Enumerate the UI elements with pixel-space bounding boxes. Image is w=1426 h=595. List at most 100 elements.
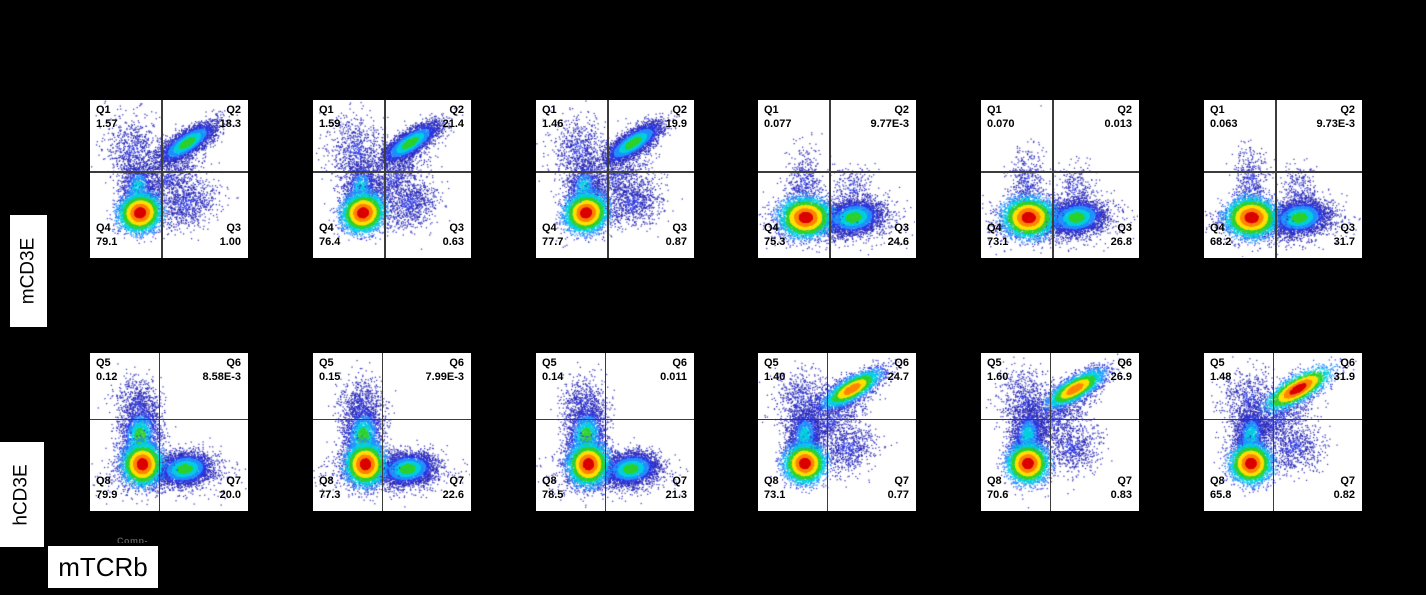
quadrant-stat-top-left: Q1 1.46 (542, 104, 563, 131)
quadrant-stat-top-right: Q2 9.77E-3 (870, 104, 909, 131)
quadrant-label: Q2 (672, 104, 687, 116)
quadrant-gate-horizontal-line (90, 418, 248, 421)
flow-panel: Q5 0.14 Q6 0.011 Q8 78.5 Q7 21.3 (535, 352, 695, 512)
quadrant-value: 1.40 (764, 370, 786, 383)
quadrant-value: 65.8 (1210, 488, 1232, 501)
quadrant-stat-top-left: Q5 0.14 (542, 357, 563, 384)
quadrant-stat-bottom-left: Q8 70.6 (987, 475, 1008, 502)
quadrant-stat-bottom-left: Q4 76.4 (319, 222, 340, 249)
quadrant-label: Q1 (764, 104, 779, 116)
quadrant-stat-bottom-right: Q7 22.6 (443, 475, 464, 502)
quadrant-value: 24.6 (887, 235, 909, 248)
quadrant-stat-bottom-right: Q3 26.8 (1111, 222, 1132, 249)
y-axis-label-box-top-row: mCD3E (10, 215, 47, 327)
quadrant-value: 26.9 (1110, 370, 1132, 383)
quadrant-label: Q8 (764, 475, 779, 487)
flow-panel: Q5 1.60 Q6 26.9 Q8 70.6 Q7 0.83 (980, 352, 1140, 512)
quadrant-label: Q3 (1340, 222, 1355, 234)
quadrant-stat-top-left: Q1 0.077 (764, 104, 792, 131)
density-plot-canvas (536, 353, 693, 510)
quadrant-value: 9.73E-3 (1316, 117, 1355, 130)
quadrant-stat-bottom-left: Q8 77.3 (319, 475, 340, 502)
quadrant-value: 77.3 (319, 488, 341, 501)
density-plot-canvas (758, 353, 915, 510)
quadrant-label: Q4 (319, 222, 334, 234)
quadrant-value: 79.9 (96, 488, 118, 501)
quadrant-value: 68.2 (1210, 235, 1232, 248)
quadrant-label: Q8 (1210, 475, 1225, 487)
quadrant-stat-top-right: Q2 19.9 (666, 104, 687, 131)
quadrant-gate-horizontal-line (90, 171, 248, 173)
quadrant-value: 0.14 (542, 370, 564, 383)
quadrant-value: 22.6 (442, 488, 464, 501)
flow-panel: Q1 1.46 Q2 19.9 Q4 77.7 Q3 0.87 (535, 99, 695, 259)
quadrant-value: 1.57 (96, 117, 118, 130)
quadrant-label: Q1 (96, 104, 111, 116)
quadrant-value: 0.011 (660, 370, 687, 383)
quadrant-gate-horizontal-line (981, 418, 1139, 421)
quadrant-value: 0.013 (1104, 117, 1132, 130)
quadrant-value: 9.77E-3 (870, 117, 909, 130)
quadrant-stat-bottom-left: Q8 73.1 (764, 475, 785, 502)
flow-panel: Q1 1.57 Q2 18.3 Q4 79.1 Q3 1.00 (89, 99, 249, 259)
quadrant-label: Q1 (319, 104, 334, 116)
quadrant-label: Q8 (319, 475, 334, 487)
quadrant-label: Q6 (226, 357, 241, 369)
quadrant-stat-bottom-right: Q3 0.63 (443, 222, 464, 249)
x-axis-label-box: mTCRb (48, 546, 158, 588)
quadrant-stat-top-left: Q1 1.59 (319, 104, 340, 131)
density-plot-canvas (313, 100, 470, 257)
quadrant-value: 0.63 (442, 235, 464, 248)
quadrant-label: Q8 (96, 475, 111, 487)
density-plot-canvas (981, 353, 1138, 510)
quadrant-stat-top-left: Q5 1.60 (987, 357, 1008, 384)
flow-panel: Q5 1.48 Q6 31.9 Q8 65.8 Q7 0.82 (1203, 352, 1363, 512)
quadrant-value: 8.58E-3 (202, 370, 241, 383)
quadrant-label: Q7 (449, 475, 464, 487)
quadrant-stat-bottom-left: Q4 75.3 (764, 222, 785, 249)
quadrant-value: 0.87 (665, 235, 687, 248)
y-axis-label-mcd3e: mCD3E (17, 237, 39, 305)
quadrant-value: 0.15 (319, 370, 341, 383)
quadrant-stat-top-right: Q6 8.58E-3 (202, 357, 241, 384)
quadrant-stat-top-right: Q6 7.99E-3 (425, 357, 464, 384)
quadrant-stat-bottom-right: Q7 21.3 (666, 475, 687, 502)
quadrant-label: Q3 (672, 222, 687, 234)
quadrant-stat-top-right: Q2 21.4 (443, 104, 464, 131)
quadrant-stat-top-left: Q5 0.15 (319, 357, 340, 384)
quadrant-label: Q4 (764, 222, 779, 234)
quadrant-stat-top-left: Q5 1.48 (1210, 357, 1231, 384)
quadrant-label: Q5 (96, 357, 111, 369)
quadrant-stat-bottom-left: Q4 77.7 (542, 222, 563, 249)
x-axis-label-mtcrb: mTCRb (58, 551, 148, 582)
quadrant-value: 20.0 (219, 488, 241, 501)
quadrant-label: Q2 (1340, 104, 1355, 116)
quadrant-label: Q7 (1340, 475, 1355, 487)
quadrant-label: Q6 (672, 357, 687, 369)
quadrant-label: Q2 (894, 104, 909, 116)
quadrant-gate-horizontal-line (758, 171, 916, 173)
quadrant-value: 21.3 (665, 488, 687, 501)
quadrant-value: 1.46 (542, 117, 564, 130)
quadrant-stat-bottom-right: Q3 31.7 (1334, 222, 1355, 249)
quadrant-label: Q7 (226, 475, 241, 487)
quadrant-value: 73.1 (987, 235, 1009, 248)
quadrant-value: 0.82 (1333, 488, 1355, 501)
quadrant-value: 1.59 (319, 117, 341, 130)
quadrant-label: Q1 (987, 104, 1002, 116)
quadrant-label: Q6 (1117, 357, 1132, 369)
quadrant-gate-vertical-line (1052, 100, 1054, 258)
quadrant-stat-top-left: Q1 1.57 (96, 104, 117, 131)
quadrant-label: Q7 (894, 475, 909, 487)
quadrant-stat-top-left: Q5 0.12 (96, 357, 117, 384)
density-plot-canvas (1204, 353, 1361, 510)
quadrant-gate-vertical-line (384, 100, 386, 258)
quadrant-gate-vertical-line (827, 353, 829, 511)
quadrant-label: Q2 (226, 104, 241, 116)
quadrant-value: 24.7 (887, 370, 909, 383)
quadrant-gate-vertical-line (159, 353, 161, 511)
y-axis-label-box-bottom-row: hCD3E (0, 442, 44, 547)
flow-panel: Q1 1.59 Q2 21.4 Q4 76.4 Q3 0.63 (312, 99, 472, 259)
quadrant-label: Q3 (449, 222, 464, 234)
quadrant-stat-bottom-right: Q3 24.6 (888, 222, 909, 249)
